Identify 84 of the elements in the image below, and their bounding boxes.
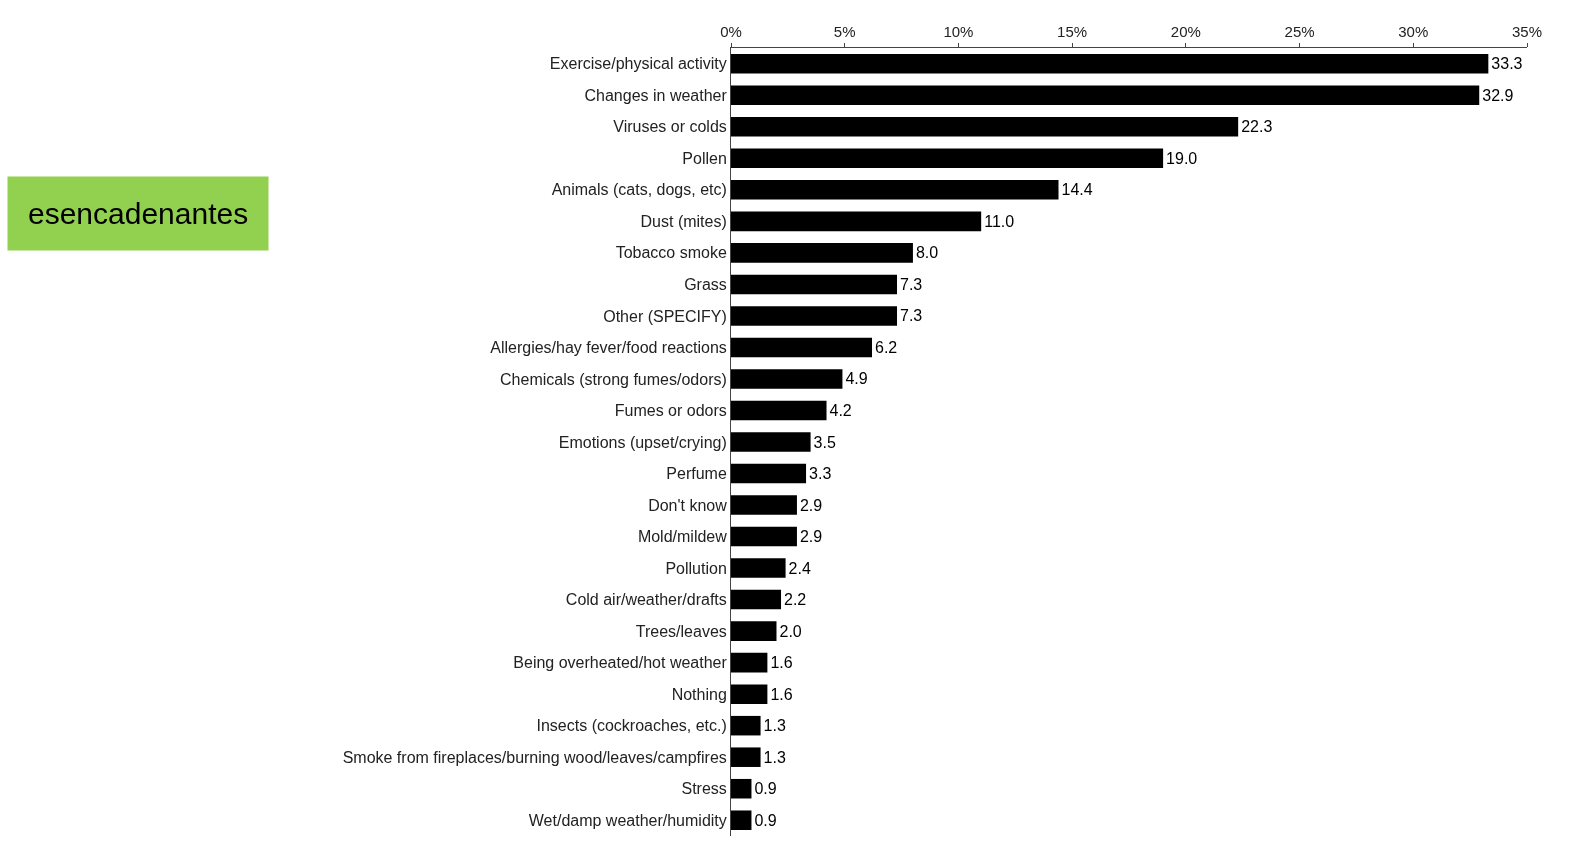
y-tick-label: Fumes or odors — [614, 402, 727, 420]
x-tick-label: 20% — [1170, 23, 1201, 40]
bar — [731, 558, 786, 578]
bar — [731, 53, 1489, 74]
bar — [731, 778, 752, 799]
data-label: 0.9 — [754, 811, 777, 829]
data-label: 33.3 — [1491, 55, 1523, 73]
x-tick-label: 35% — [1511, 23, 1543, 40]
y-tick-label: Exercise/physical activity — [549, 55, 727, 73]
data-label: 14.4 — [1061, 181, 1093, 199]
x-tick-label: 10% — [943, 23, 974, 40]
bar — [731, 180, 1059, 200]
data-label: 2.2 — [784, 591, 807, 609]
bar — [731, 652, 768, 673]
y-tick-label: Allergies/hay fever/food reactions — [490, 339, 727, 357]
y-tick-label: Mold/mildew — [637, 528, 728, 546]
bar — [731, 85, 1480, 106]
y-tick-label: Changes in weather — [584, 86, 728, 104]
y-tick-label: Chemicals (strong fumes/odors) — [500, 370, 727, 388]
y-tick-label: Being overheated/hot weather — [513, 654, 728, 672]
data-label: 4.9 — [845, 370, 868, 388]
data-label: 1.6 — [770, 685, 793, 703]
data-label: 1.3 — [763, 748, 786, 766]
data-label: 2.9 — [799, 496, 823, 514]
x-tick-label: 5% — [833, 23, 856, 40]
data-label: 4.2 — [829, 401, 852, 419]
data-label: 0.9 — [754, 780, 777, 798]
bar — [731, 369, 843, 389]
y-tick-label: Pollen — [682, 149, 727, 167]
bar — [731, 148, 1164, 169]
data-label: 6.2 — [875, 338, 898, 356]
y-tick-label: Tobacco smoke — [615, 244, 727, 262]
y-tick-label: Insects (cockroaches, etc.) — [536, 717, 727, 735]
x-tick-label: 25% — [1284, 23, 1315, 40]
data-label: 2.9 — [799, 528, 823, 546]
bar — [731, 211, 982, 232]
bar — [731, 432, 811, 452]
x-tick-label: 30% — [1398, 23, 1429, 40]
bar — [731, 400, 827, 421]
data-label: 1.6 — [770, 654, 793, 672]
y-tick-label: Animals (cats, dogs, etc) — [551, 181, 727, 199]
bar — [731, 526, 797, 547]
y-tick-label: Smoke from fireplaces/burning wood/leaves/campfires — [342, 748, 727, 766]
y-tick-label: Wet/damp weather/humidity — [528, 811, 727, 829]
data-label: 8.0 — [915, 244, 939, 262]
bar — [731, 684, 768, 704]
data-label: 19.0 — [1166, 149, 1198, 167]
y-tick-label: Grass — [684, 276, 727, 293]
y-tick-label: Viruses or colds — [613, 118, 727, 136]
data-label: 11.0 — [984, 212, 1015, 230]
y-tick-label: Trees/leaves — [635, 622, 727, 640]
bar — [731, 117, 1239, 137]
x-tick-label: 0% — [720, 23, 742, 40]
bar — [731, 274, 898, 295]
text: esencadenantes — [28, 197, 249, 230]
y-tick-label: Other (SPECIFY) — [603, 307, 727, 325]
data-label: 7.3 — [900, 307, 923, 325]
bar — [731, 621, 777, 641]
bar — [731, 337, 873, 358]
data-label: 3.5 — [813, 433, 836, 451]
y-tick-label: Emotions (upset/crying) — [558, 433, 727, 451]
y-tick-label: Nothing — [671, 685, 727, 703]
data-label: 3.3 — [809, 465, 832, 483]
data-label: 32.9 — [1482, 86, 1514, 104]
bar — [731, 306, 898, 326]
data-label: 2.0 — [779, 622, 802, 640]
y-tick-label: Stress — [681, 780, 727, 798]
bar — [731, 243, 913, 263]
bar — [731, 463, 807, 484]
data-label: 2.4 — [788, 559, 811, 577]
y-tick-label: Perfume — [666, 465, 727, 483]
data-label: 7.3 — [900, 275, 923, 293]
data-label: 22.3 — [1241, 118, 1273, 136]
y-tick-label: Pollution — [665, 559, 727, 577]
y-tick-label: Dust (mites) — [640, 212, 727, 230]
bar — [731, 747, 761, 767]
bar — [731, 495, 797, 515]
y-tick-label: Don't know — [648, 496, 728, 514]
bar — [731, 810, 752, 831]
x-tick-label: 15% — [1057, 23, 1088, 40]
data-label: 1.3 — [763, 717, 786, 735]
bar — [731, 589, 782, 610]
y-tick-label: Cold air/weather/drafts — [565, 591, 727, 609]
bar — [731, 715, 761, 736]
